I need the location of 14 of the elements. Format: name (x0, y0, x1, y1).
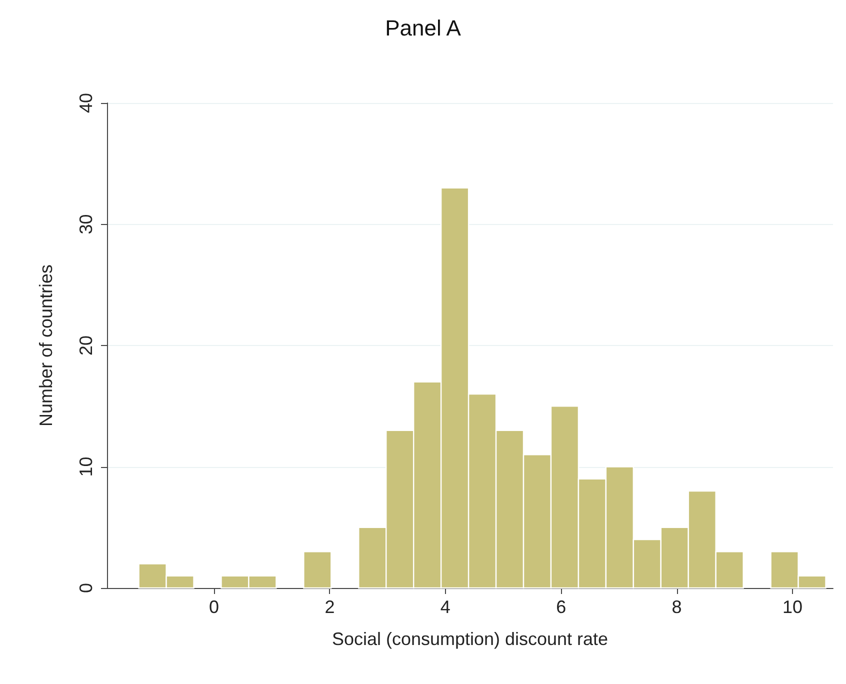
x-tick-label: 10 (782, 597, 803, 617)
x-tick-label: 4 (440, 597, 450, 617)
y-tick-label: 30 (76, 214, 96, 234)
x-axis-title: Social (consumption) discount rate (332, 629, 608, 649)
y-axis-title: Number of countries (36, 264, 56, 427)
x-tick-label: 8 (672, 597, 682, 617)
x-tick-label: 2 (324, 597, 335, 617)
x-tick-label: 6 (556, 597, 566, 617)
y-tick-label: 20 (76, 335, 96, 356)
y-tick-label: 0 (76, 582, 96, 594)
y-tick-label: 40 (76, 92, 96, 114)
chart-title: Panel A (385, 16, 462, 40)
y-tick-label: 10 (76, 456, 96, 477)
x-tick-label: 0 (209, 597, 220, 617)
